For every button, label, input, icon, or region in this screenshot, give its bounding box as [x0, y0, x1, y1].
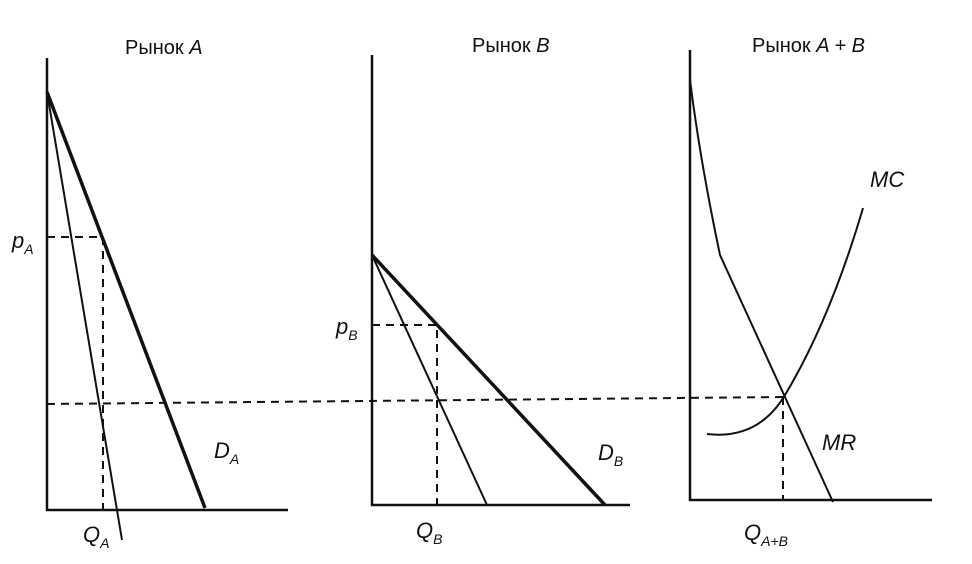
panel-title: Рынок A: [125, 37, 203, 59]
label-text: A: [23, 241, 33, 257]
label-text: A+B: [760, 533, 788, 549]
quantity-label: QA: [83, 522, 109, 551]
label-text: Рынок: [752, 35, 811, 57]
label-text: p: [11, 228, 24, 253]
label-text: B: [614, 453, 623, 469]
label-text: D: [598, 440, 614, 465]
label-text: MC: [870, 167, 904, 192]
label-text: Q: [744, 520, 761, 545]
panel-a: Рынок A pA QA DA: [11, 37, 288, 551]
price-guide: [372, 324, 438, 505]
panel-title: Рынок A + B: [752, 35, 865, 57]
label-text: A + B: [815, 35, 865, 57]
mc-curve: [706, 207, 864, 436]
label-text: A: [99, 535, 109, 551]
quantity-label: QA+B: [744, 520, 788, 549]
label-text: B: [433, 531, 442, 547]
label-text: A: [188, 37, 202, 59]
axes: [45, 58, 288, 512]
label-text: Рынок: [472, 35, 531, 57]
price-label: pB: [335, 314, 358, 343]
label-text: B: [536, 35, 549, 57]
mc-label: MC: [870, 167, 904, 192]
demand-label: DB: [598, 440, 623, 469]
label-text: A: [229, 451, 239, 467]
label-text: D: [214, 438, 230, 463]
demand-label: DA: [214, 438, 239, 467]
mr-curve: [689, 79, 834, 503]
label-text: Q: [416, 518, 433, 543]
mc-level-guide: [46, 396, 784, 405]
price-label: pA: [11, 228, 34, 257]
demand-line: [370, 253, 607, 507]
mr-label: MR: [822, 430, 856, 455]
mr-line: [46, 91, 123, 541]
axes: [688, 50, 932, 502]
panel-title: Рынок B: [472, 35, 550, 57]
demand-line: [45, 91, 207, 509]
axes: [370, 55, 630, 507]
label-text: Рынок: [125, 37, 184, 59]
panel-ab: Рынок A + B MC MR QA+B: [688, 35, 932, 549]
label-text: MR: [822, 430, 856, 455]
quantity-label: QB: [416, 518, 442, 547]
label-text: B: [348, 327, 357, 343]
label-text: Q: [83, 522, 100, 547]
label-text: p: [335, 314, 348, 339]
price-guide: [47, 236, 104, 510]
panel-b: Рынок B pB QB DB: [335, 35, 630, 547]
mr-line: [371, 254, 488, 506]
